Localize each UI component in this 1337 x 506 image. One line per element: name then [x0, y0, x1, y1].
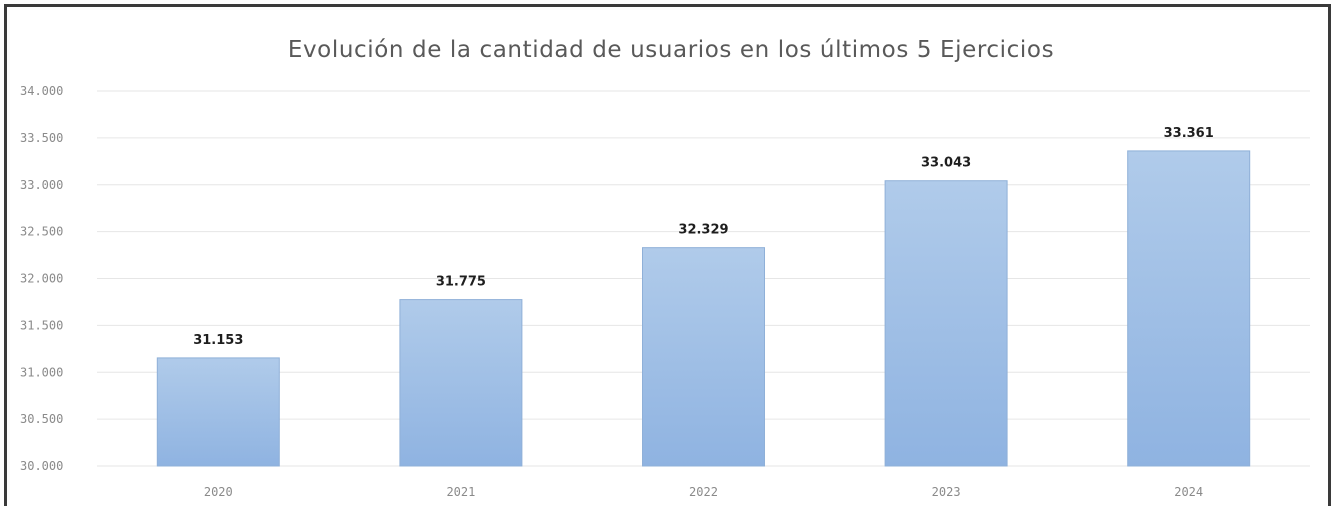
x-tick-label: 2022	[689, 485, 718, 499]
y-tick-label: 30.500	[20, 412, 63, 426]
data-label: 33.361	[1164, 126, 1214, 141]
data-label: 32.329	[678, 223, 728, 238]
y-axis-ticks: 30.000 30.500 31.000 31.500 32.000 32.500 33.0…	[20, 84, 63, 473]
y-tick-label: 30.000	[20, 459, 63, 473]
bar	[884, 180, 1008, 467]
bar	[156, 357, 280, 467]
x-tick-label: 2024	[1174, 485, 1203, 499]
y-tick-label: 34.000	[20, 84, 63, 98]
y-tick-label: 31.000	[20, 365, 63, 379]
y-tick-label: 31.500	[20, 318, 63, 332]
bars	[156, 150, 1251, 467]
y-tick-label: 33.000	[20, 178, 63, 192]
data-labels: 31.153 31.775 32.329 33.043 33.361	[193, 126, 1214, 348]
chart-title: Evolución de la cantidad de usuarios en …	[288, 37, 1054, 63]
data-label: 31.775	[436, 275, 486, 290]
data-label: 31.153	[193, 333, 243, 348]
x-tick-label: 2021	[446, 485, 475, 499]
y-tick-label: 32.000	[20, 272, 63, 286]
x-tick-label: 2023	[932, 485, 961, 499]
y-tick-label: 32.500	[20, 225, 63, 239]
bar	[1127, 150, 1251, 467]
bar	[642, 247, 765, 467]
x-tick-label: 2020	[204, 485, 233, 499]
y-tick-label: 33.500	[20, 131, 63, 145]
data-label: 33.043	[921, 156, 971, 171]
x-axis-ticks: 2020 2021 2022 2023 2024	[204, 485, 1203, 499]
bar	[399, 299, 523, 467]
